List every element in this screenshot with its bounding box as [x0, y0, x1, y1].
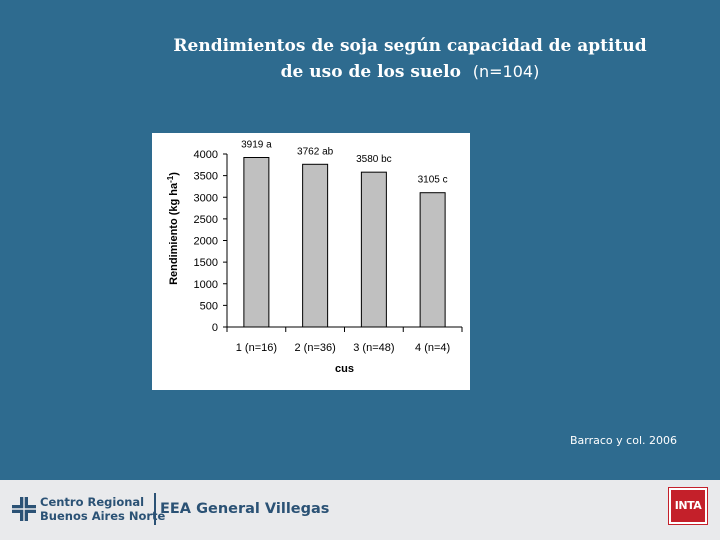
inta-logo: INTA	[668, 487, 708, 525]
x-tick-label: 3 (n=48)	[353, 342, 394, 354]
y-tick-label: 500	[200, 300, 218, 312]
y-tick-label: 4000	[194, 149, 218, 161]
x-tick-label: 2 (n=36)	[294, 342, 335, 354]
data-label: 3919 a	[241, 140, 272, 151]
title-line-1: Rendimientos de soja según capacidad de …	[173, 36, 647, 56]
x-tick-label: 1 (n=16)	[236, 342, 277, 354]
bar	[419, 192, 446, 328]
y-tick-label: 3500	[194, 171, 218, 183]
y-axis-title: Rendimiento (kg ha-1)	[166, 172, 180, 285]
org-name-line-2: Buenos Aires Norte	[40, 509, 166, 523]
x-tick-label: 4 (n=4)	[415, 342, 450, 354]
bar-chart: 0 500 1000 1500 2000 2500 3000 3500 4000 3919 a 1 …	[166, 140, 463, 375]
y-tick-label: 3000	[194, 192, 218, 204]
data-label: 3762 ab	[297, 146, 334, 157]
title-line-2: de uso de los suelo (n=104)	[60, 59, 720, 85]
y-tick-label: 2500	[194, 214, 218, 226]
slide-title: Rendimientos de soja según capacidad de …	[60, 34, 720, 85]
citation: Barraco y col. 2006	[570, 434, 677, 447]
y-tick-label: 0	[212, 322, 218, 334]
data-label: 3580 bc	[356, 154, 392, 165]
title-line-2-main: de uso de los suelo	[280, 62, 461, 82]
data-label: 3105 c	[418, 175, 448, 186]
y-tick-label: 1500	[194, 257, 218, 269]
bar	[243, 157, 270, 328]
station-name: EEA General Villegas	[160, 501, 330, 517]
title-sample-size: (n=104)	[472, 62, 540, 81]
logo-divider	[154, 493, 156, 525]
y-tick-label: 1000	[194, 279, 218, 291]
org-name-line-1: Centro Regional	[40, 495, 145, 509]
footer: Centro Regional Buenos Aires Norte EEA G…	[0, 480, 720, 540]
bar	[302, 163, 329, 328]
y-tick-label: 2000	[194, 236, 218, 248]
centro-regional-logo: Centro Regional Buenos Aires Norte	[12, 495, 312, 529]
crbn-cross-icon	[12, 497, 36, 521]
chart-panel: 0 500 1000 1500 2000 2500 3000 3500 4000 3919 a 1 …	[152, 133, 470, 390]
bar	[360, 171, 387, 328]
x-axis-title: cus	[335, 363, 354, 375]
